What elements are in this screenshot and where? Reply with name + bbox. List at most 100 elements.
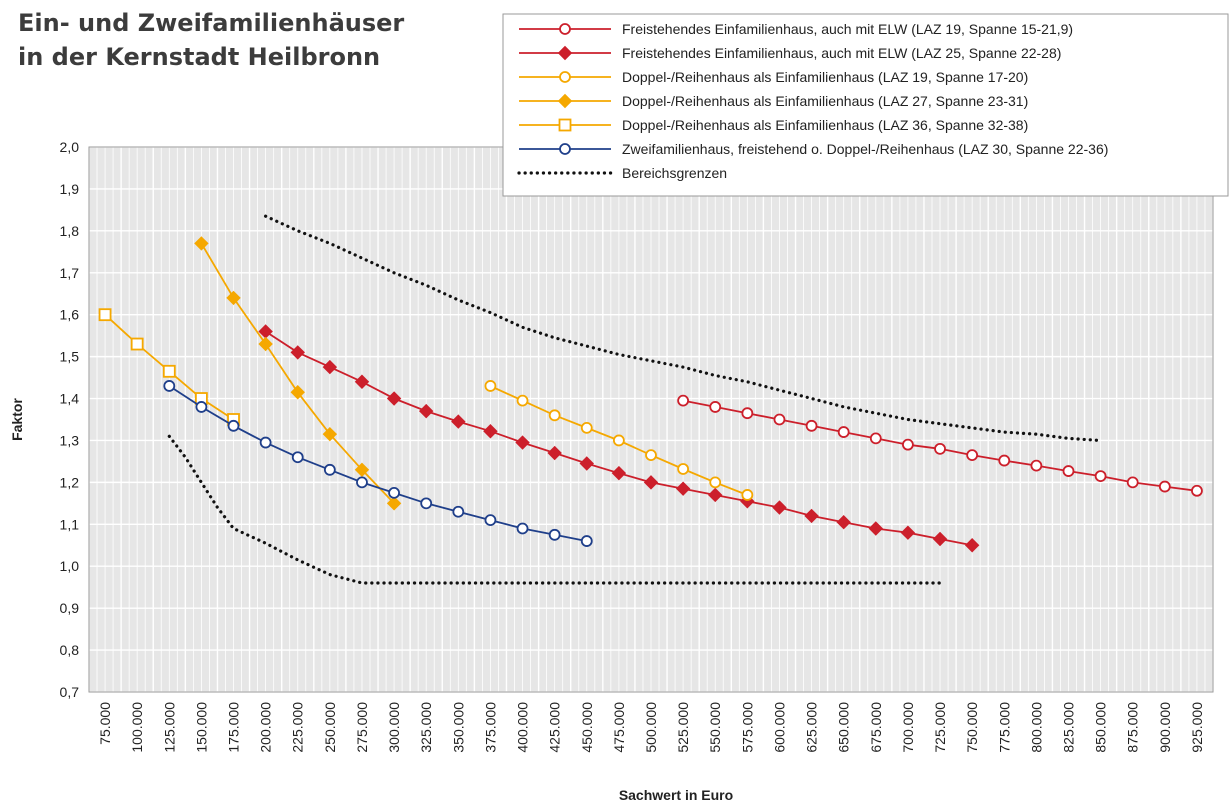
data-point xyxy=(612,434,625,447)
legend-box xyxy=(502,13,1229,197)
x-tick-label: 325.000 xyxy=(418,702,434,753)
legend-swatch-marker xyxy=(559,143,571,155)
data-point xyxy=(195,401,208,413)
data-point xyxy=(1094,470,1107,482)
y-tick-label: 0,7 xyxy=(60,684,80,700)
x-tick-label: 550.000 xyxy=(707,702,723,753)
y-tick-label: 1,7 xyxy=(60,265,80,281)
x-tick-label: 400.000 xyxy=(515,702,531,753)
data-point xyxy=(579,456,594,471)
x-tick-label: 925.000 xyxy=(1189,702,1205,753)
x-tick-label: 525.000 xyxy=(675,702,691,753)
y-tick-label: 1,6 xyxy=(60,307,80,323)
y-axis-ticks: 0,7 0,8 0,9 1,0 1,1 1,2 1,3 1,4 1,5 1,6 1,7 1,8 1,9 2… xyxy=(60,139,80,700)
x-tick-label: 475.000 xyxy=(611,702,627,753)
x-tick-label: 875.000 xyxy=(1125,702,1141,753)
data-point xyxy=(227,419,240,432)
data-point xyxy=(1030,459,1043,472)
legend-swatch-marker xyxy=(559,71,571,83)
x-tick-label: 850.000 xyxy=(1093,702,1109,753)
legend-item: Freistehendes Einfamilienhaus, auch mit … xyxy=(519,21,1073,37)
data-point xyxy=(163,380,176,392)
data-point xyxy=(484,514,497,527)
data-point xyxy=(515,435,530,450)
legend-label: Freistehendes Einfamilienhaus, auch mit … xyxy=(622,45,1061,61)
x-tick-label: 500.000 xyxy=(643,702,659,753)
data-point xyxy=(483,424,498,439)
data-point xyxy=(934,442,946,455)
x-tick-label: 575.000 xyxy=(739,702,755,753)
legend-swatch-marker xyxy=(557,93,573,109)
grid xyxy=(88,146,1214,693)
data-point xyxy=(290,345,305,360)
data-point xyxy=(773,413,786,426)
data-point xyxy=(548,409,561,422)
data-point xyxy=(323,463,336,476)
legend-label: Doppel-/Reihenhaus als Einfamilienhaus (… xyxy=(622,93,1028,109)
x-tick-label: 725.000 xyxy=(932,702,948,753)
data-point xyxy=(322,426,338,442)
data-point xyxy=(354,462,370,478)
legend: Freistehendes Einfamilienhaus, auch mit … xyxy=(502,13,1229,197)
x-tick-label: 175.000 xyxy=(226,702,242,753)
data-point xyxy=(902,438,914,451)
data-point xyxy=(516,522,529,535)
x-tick-label: 200.000 xyxy=(258,702,274,753)
data-point xyxy=(226,290,241,306)
data-point xyxy=(1126,476,1139,489)
data-point xyxy=(322,359,338,375)
legend-item: Zweifamilienhaus, freistehend o. Doppel-… xyxy=(519,141,1108,157)
data-point xyxy=(869,432,882,445)
x-tick-label: 100.000 xyxy=(129,702,145,753)
series-layer xyxy=(98,214,1203,585)
y-tick-label: 2,0 xyxy=(60,139,80,155)
x-tick-label: 225.000 xyxy=(290,702,306,753)
data-point xyxy=(836,515,851,530)
y-axis-label: Faktor xyxy=(9,398,25,441)
data-point xyxy=(772,500,787,515)
data-point xyxy=(643,475,659,490)
x-tick-label: 250.000 xyxy=(322,702,338,753)
legend-item: Freistehendes Einfamilienhaus, auch mit … xyxy=(519,45,1061,61)
legend-item: Bereichsgrenzen xyxy=(517,165,727,181)
y-tick-label: 1,3 xyxy=(60,432,80,448)
legend-swatch-marker xyxy=(559,23,571,35)
x-tick-label: 675.000 xyxy=(868,702,884,753)
data-point xyxy=(516,394,529,407)
data-point xyxy=(932,531,948,547)
x-tick-label: 350.000 xyxy=(450,702,466,753)
data-point xyxy=(645,449,657,462)
y-tick-label: 1,5 xyxy=(60,349,80,365)
series-6 xyxy=(167,214,1103,585)
data-point xyxy=(420,497,433,510)
x-tick-label: 150.000 xyxy=(193,702,209,753)
chart-title: Ein- und Zweifamilienhäuser in der Kerns… xyxy=(18,6,404,74)
data-point xyxy=(451,414,466,429)
boundary-line xyxy=(264,214,1103,443)
data-point xyxy=(354,374,370,389)
x-axis-ticks: 75.000 100.000 125.000 150.000 175.000 200.00… xyxy=(97,702,1205,753)
data-point xyxy=(675,481,691,496)
x-tick-label: 750.000 xyxy=(964,702,980,753)
data-point xyxy=(162,364,176,378)
data-point xyxy=(868,521,884,536)
x-tick-label: 300.000 xyxy=(386,702,402,753)
data-point xyxy=(386,496,402,511)
data-point xyxy=(1158,480,1171,493)
data-point xyxy=(1191,484,1203,497)
data-point xyxy=(837,426,850,438)
boundary-line xyxy=(167,434,942,585)
data-point xyxy=(258,336,273,352)
data-point xyxy=(709,401,722,413)
y-tick-label: 1,9 xyxy=(60,181,80,197)
chart-title-line-2: in der Kernstadt Heilbronn xyxy=(18,43,381,71)
x-tick-label: 125.000 xyxy=(161,702,177,753)
data-point xyxy=(964,538,980,553)
legend-item: Doppel-/Reihenhaus als Einfamilienhaus (… xyxy=(519,117,1028,133)
series-4 xyxy=(98,308,240,426)
data-point xyxy=(194,236,209,251)
x-tick-label: 75.000 xyxy=(97,702,113,745)
x-tick-label: 625.000 xyxy=(804,702,820,753)
x-tick-label: 275.000 xyxy=(354,702,370,753)
